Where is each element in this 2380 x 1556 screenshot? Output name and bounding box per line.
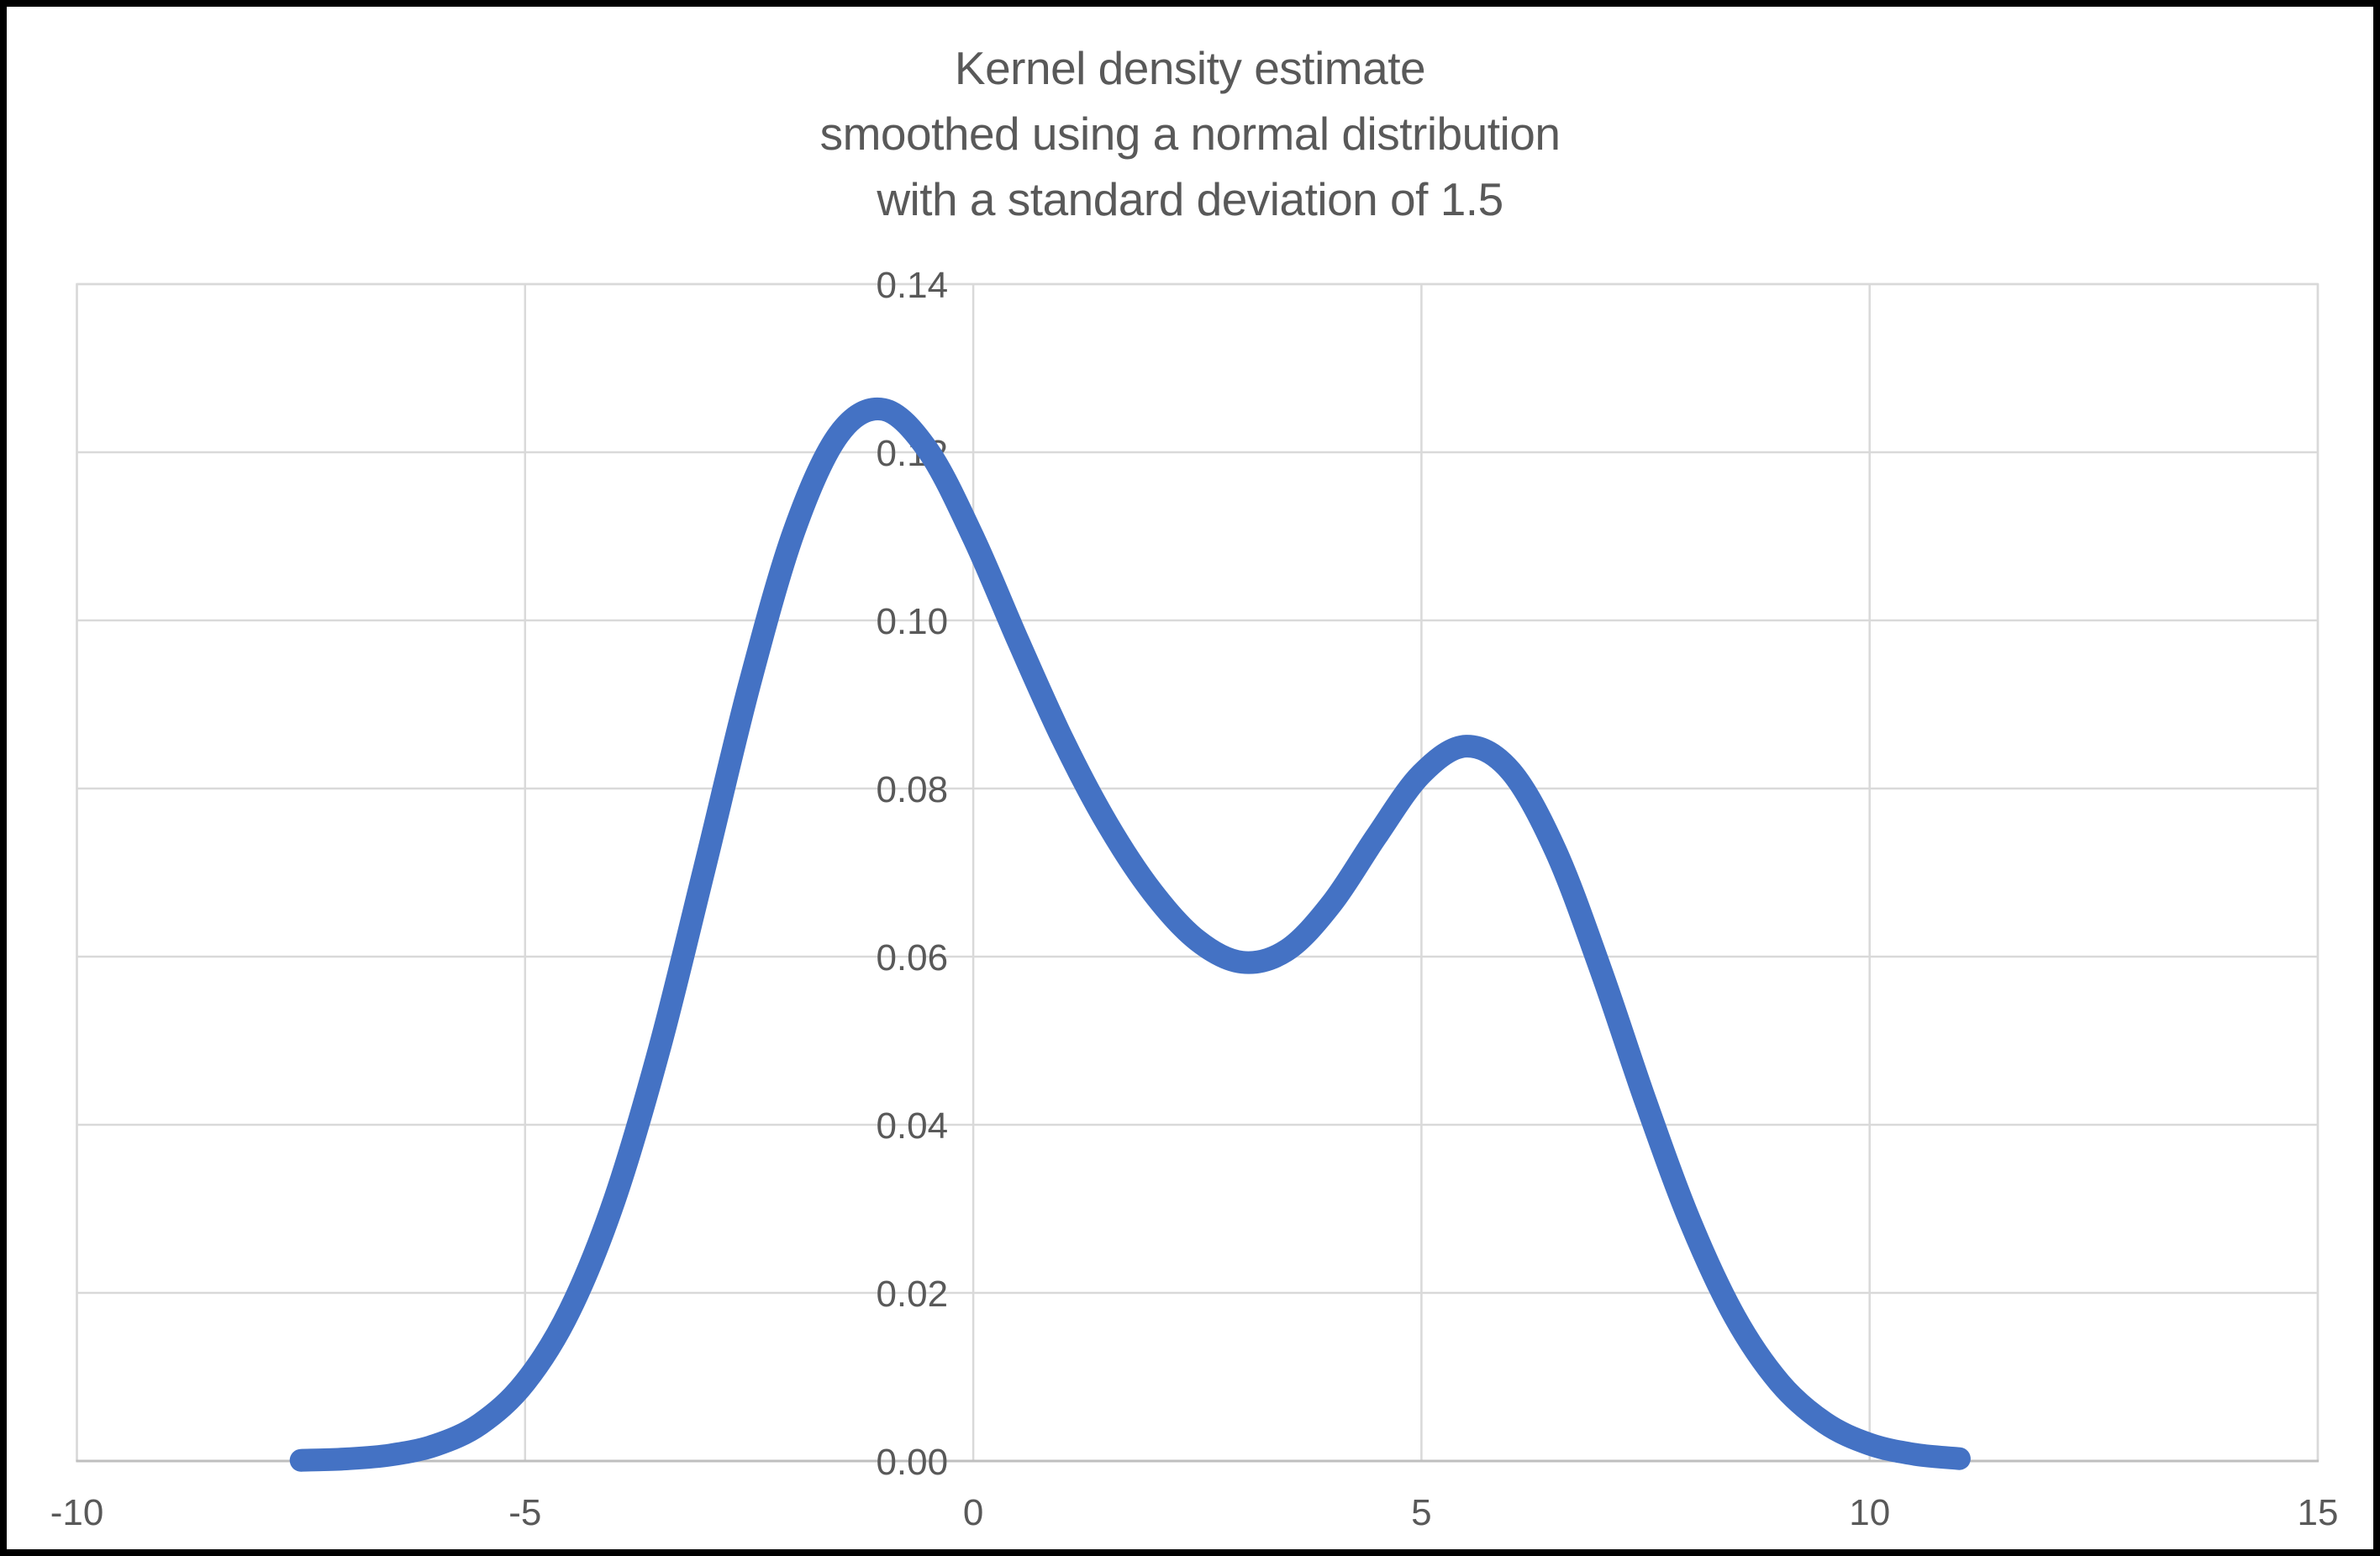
- y-tick-label-0.02: 0.02: [876, 1274, 948, 1315]
- y-tick-label-0.10: 0.10: [876, 601, 948, 642]
- y-tick-label-0.00: 0.00: [876, 1442, 948, 1483]
- x-tick-label--10: -10: [50, 1492, 104, 1533]
- x-tick-label-5: 5: [1411, 1492, 1431, 1533]
- x-tick-label-0: 0: [963, 1492, 983, 1533]
- plot-border: [76, 282, 2319, 1463]
- chart-title-line-1: Kernel density estimate: [954, 42, 1426, 94]
- chart-title-line-3: with a standard deviation of 1.5: [877, 173, 1503, 225]
- x-tick-label-10: 10: [1849, 1492, 1890, 1533]
- chart-title-line-2: smoothed using a normal distribution: [819, 108, 1561, 160]
- y-tick-label-0.04: 0.04: [876, 1105, 948, 1147]
- x-tick-label-15: 15: [2298, 1492, 2339, 1533]
- chart-title: Kernel density estimate smoothed using a…: [7, 35, 2373, 232]
- x-tick-label--5: -5: [508, 1492, 541, 1533]
- y-tick-label-0.06: 0.06: [876, 937, 948, 978]
- kde-curve: [289, 397, 1971, 1472]
- y-tick-label-0.08: 0.08: [876, 769, 948, 810]
- y-tick-label-0.14: 0.14: [876, 265, 948, 306]
- plot-area: 0.000.020.040.060.080.100.120.14-10 -5 0 5 1…: [50, 265, 2339, 1533]
